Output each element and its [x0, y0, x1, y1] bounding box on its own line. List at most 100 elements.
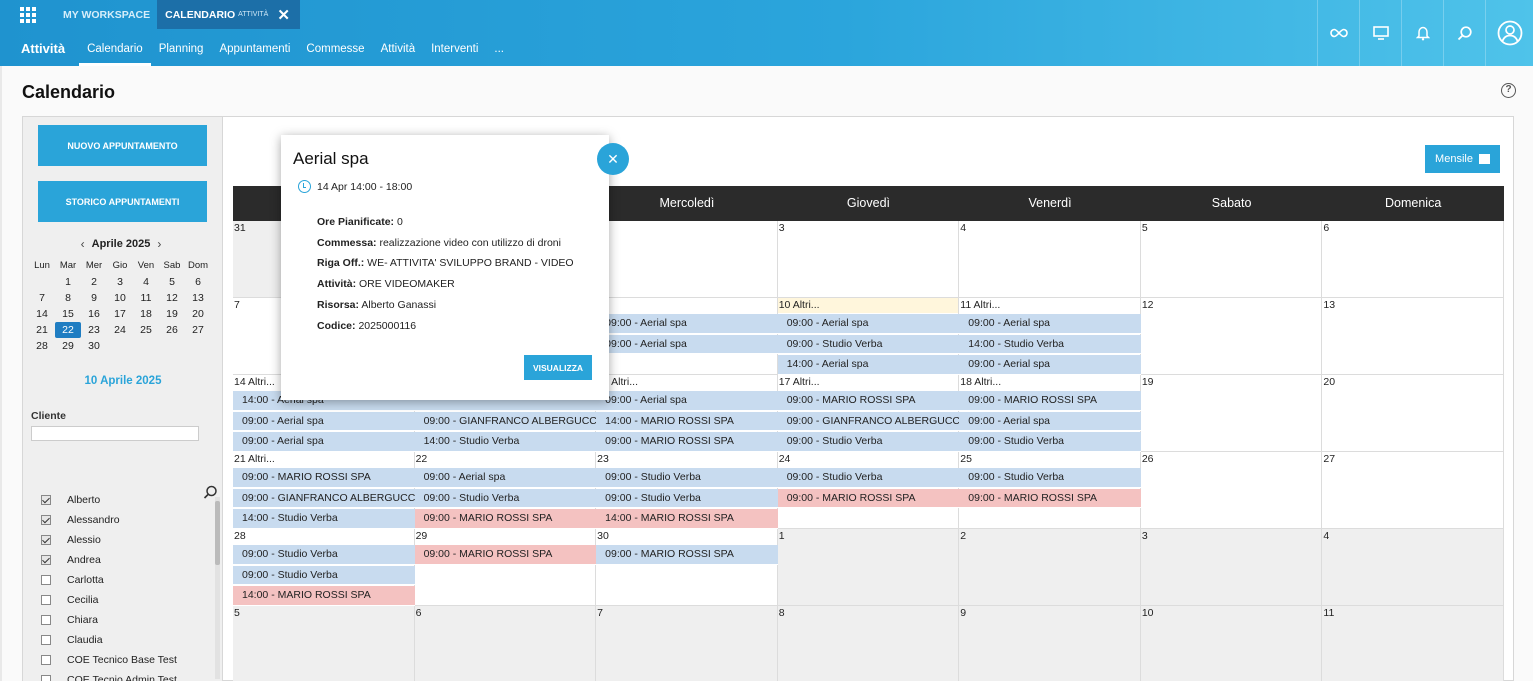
calendar-event[interactable]: 09:00 - Studio Verba: [233, 545, 415, 565]
calendar-event[interactable]: 14:00 - Studio Verba: [959, 334, 1141, 354]
day-number[interactable]: 2: [960, 530, 967, 542]
client-input[interactable]: [31, 426, 199, 441]
mini-calendar-day[interactable]: 19: [166, 308, 178, 320]
calendar-event[interactable]: 09:00 - Studio Verba: [777, 432, 960, 452]
day-number[interactable]: 21 Altri...: [234, 453, 275, 465]
resource-item[interactable]: Alessio: [41, 530, 201, 550]
nav-item-6[interactable]: ...: [494, 43, 504, 55]
mini-calendar-day[interactable]: 27: [192, 324, 204, 336]
resource-item[interactable]: COE Tecnio Admin Test: [41, 670, 201, 681]
day-cell[interactable]: 16 Altri... 09:00 - Aerial spa 14:00 - MAR…: [596, 375, 778, 452]
resource-list-scrollbar[interactable]: [215, 497, 220, 679]
day-cell[interactable]: 13: [1322, 298, 1504, 375]
chevron-right-icon[interactable]: ›: [157, 237, 162, 251]
mini-calendar-day[interactable]: 29: [62, 340, 74, 352]
mini-calendar-day[interactable]: 21: [36, 324, 48, 336]
mini-calendar-day[interactable]: 13: [192, 292, 204, 304]
calendar-event[interactable]: 09:00 - GIANFRANCO ALBERGUCCI: [777, 411, 960, 431]
day-number[interactable]: 4: [960, 222, 967, 234]
day-number[interactable]: 7: [234, 299, 240, 311]
day-cell[interactable]: 26: [1140, 452, 1323, 529]
resource-checkbox[interactable]: [41, 595, 51, 605]
day-number[interactable]: 25: [960, 453, 972, 465]
day-cell[interactable]: 4: [1322, 529, 1504, 606]
day-number[interactable]: 9: [960, 607, 967, 619]
resource-item[interactable]: Chiara: [41, 610, 201, 630]
calendar-event[interactable]: 14:00 - Aerial spa: [777, 355, 960, 375]
close-tab-icon[interactable]: ✕: [277, 6, 290, 24]
calendar-event[interactable]: 09:00 - MARIO ROSSI SPA: [596, 432, 778, 452]
calendar-event[interactable]: 09:00 - Aerial spa: [959, 355, 1141, 375]
calendar-event[interactable]: 09:00 - Aerial spa: [596, 391, 778, 411]
day-number[interactable]: 6: [415, 607, 422, 619]
day-cell[interactable]: 6: [1322, 221, 1504, 298]
nav-item-3[interactable]: Commesse: [306, 43, 365, 55]
day-number[interactable]: 30: [597, 530, 609, 542]
calendar-event[interactable]: 09:00 - Aerial spa: [233, 411, 415, 431]
view-mode-button[interactable]: Mensile: [1425, 145, 1500, 173]
monitor-icon[interactable]: [1359, 0, 1401, 66]
resource-checkbox[interactable]: [41, 495, 51, 505]
chevron-left-icon[interactable]: ‹: [80, 237, 85, 251]
calendar-event[interactable]: 09:00 - Studio Verba: [596, 468, 778, 488]
day-cell[interactable]: 2: [596, 221, 778, 298]
resource-checkbox[interactable]: [41, 515, 51, 525]
day-number[interactable]: 1: [778, 530, 785, 542]
calendar-event[interactable]: 09:00 - Studio Verba: [959, 468, 1141, 488]
calendar-event[interactable]: 14:00 - Studio Verba: [233, 509, 415, 529]
mini-calendar-day[interactable]: 3: [117, 276, 123, 288]
mini-calendar-day[interactable]: 30: [88, 340, 100, 352]
day-number[interactable]: 12: [1141, 299, 1154, 311]
resource-item[interactable]: Cecilia: [41, 590, 201, 610]
day-cell[interactable]: 29 09:00 - MARIO ROSSI SPA: [414, 529, 597, 606]
mini-calendar-day[interactable]: 9: [91, 292, 97, 304]
calendar-event[interactable]: 09:00 - Aerial spa: [596, 314, 778, 334]
appointment-history-button[interactable]: STORICO APPUNTAMENTI: [38, 181, 207, 222]
new-appointment-button[interactable]: NUOVO APPUNTAMENTO: [38, 125, 207, 166]
day-cell[interactable]: 3: [1140, 529, 1323, 606]
mini-calendar-day[interactable]: 26: [166, 324, 178, 336]
day-cell[interactable]: 10 Altri... 09:00 - Aerial spa 09:00 - Stu…: [777, 298, 960, 375]
day-number[interactable]: 11 Altri...: [960, 299, 1001, 311]
day-number[interactable]: 11: [1323, 607, 1335, 619]
day-cell[interactable]: 3: [777, 221, 960, 298]
day-number[interactable]: 10 Altri...: [777, 298, 959, 313]
mini-calendar-day[interactable]: 15: [62, 308, 74, 320]
calendar-event[interactable]: 09:00 - Studio Verba: [414, 488, 597, 508]
mini-calendar-day[interactable]: 6: [195, 276, 201, 288]
day-cell[interactable]: 10: [1140, 606, 1323, 681]
calendar-event[interactable]: 09:00 - Aerial spa: [596, 334, 778, 354]
day-cell[interactable]: 6: [414, 606, 597, 681]
apps-grid-icon[interactable]: [0, 0, 56, 29]
calendar-event[interactable]: 09:00 - Aerial spa: [233, 432, 415, 452]
day-cell[interactable]: 8: [777, 606, 960, 681]
mini-calendar-day[interactable]: 12: [166, 292, 178, 304]
mini-calendar-day[interactable]: 24: [114, 324, 126, 336]
day-number[interactable]: 20: [1323, 376, 1336, 388]
resource-checkbox[interactable]: [41, 555, 51, 565]
resource-item[interactable]: Alessandro: [41, 510, 201, 530]
day-number[interactable]: 22: [415, 453, 428, 465]
calendar-event[interactable]: 09:00 - Aerial spa: [959, 314, 1141, 334]
tab-my-workspace[interactable]: MY WORKSPACE: [56, 0, 157, 29]
mini-calendar-day[interactable]: 20: [192, 308, 204, 320]
day-cell[interactable]: 11 Altri... 09:00 - Aerial spa 14:00 - Stu…: [959, 298, 1141, 375]
day-cell[interactable]: 12: [1140, 298, 1323, 375]
calendar-event[interactable]: 14:00 - Studio Verba: [414, 432, 597, 452]
calendar-event[interactable]: 09:00 - Studio Verba: [777, 334, 960, 354]
day-number[interactable]: 28: [234, 530, 246, 542]
day-number[interactable]: 4: [1323, 530, 1330, 542]
calendar-event[interactable]: 09:00 - MARIO ROSSI SPA: [959, 488, 1141, 508]
day-number[interactable]: 10: [1141, 607, 1154, 619]
calendar-event[interactable]: 09:00 - Aerial spa: [414, 468, 597, 488]
day-number[interactable]: 13: [1323, 299, 1336, 311]
day-cell[interactable]: 4: [959, 221, 1141, 298]
day-number[interactable]: 5: [234, 607, 240, 619]
day-number[interactable]: 9: [596, 298, 777, 313]
day-number[interactable]: 5: [1141, 222, 1148, 234]
day-number[interactable]: 8: [778, 607, 785, 619]
calendar-event[interactable]: 14:00 - MARIO ROSSI SPA: [596, 509, 778, 529]
mini-calendar-day[interactable]: 1: [65, 276, 71, 288]
day-cell[interactable]: 9: [959, 606, 1141, 681]
